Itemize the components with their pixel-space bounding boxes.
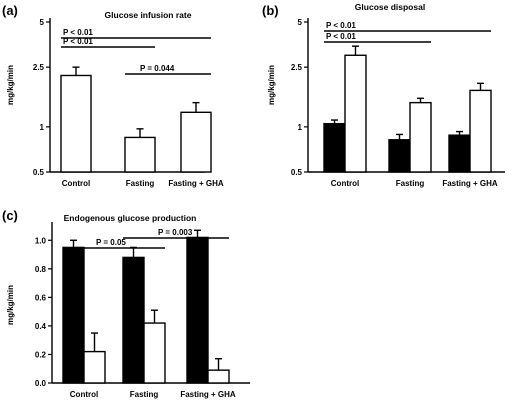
y-tick-label: 0.4 [35, 322, 47, 331]
bar [186, 236, 209, 384]
significance-label: P = 0.044 [140, 64, 175, 73]
panel-a: (a) Glucose infusion rate mg/kg/min 0.5 1… [2, 3, 224, 188]
x-tick-label: Control [62, 179, 90, 188]
x-tick-label: Fasting + GHA [168, 179, 224, 188]
panel-letter: (a) [2, 3, 18, 18]
bar [83, 350, 106, 384]
y-axis-label: mg/kg/min [267, 65, 276, 105]
bar [62, 246, 85, 384]
x-tick-label: Fasting [126, 179, 155, 188]
significance-label: P < 0.01 [326, 32, 356, 41]
significance-label: P = 0.05 [96, 238, 126, 247]
y-tick-label: 1 [298, 123, 303, 132]
panel-letter: (b) [262, 3, 279, 18]
y-tick-label: 1.0 [35, 236, 47, 245]
chart-title: Glucose disposal [355, 2, 425, 12]
x-tick-label: Fasting [130, 390, 159, 399]
y-tick-label: 2.5 [33, 63, 45, 72]
x-tick-label: Control [70, 390, 98, 399]
x-tick-label: Fasting + GHA [442, 179, 498, 188]
panel-c: (c) Endogenous glucose production mg/kg/… [2, 208, 250, 399]
bar [143, 322, 166, 384]
chart-title: Glucose infusion rate [105, 10, 192, 20]
bar [388, 139, 411, 173]
bar [448, 134, 471, 173]
y-tick-label: 0.0 [35, 379, 47, 388]
bar [124, 136, 156, 173]
bar [180, 111, 212, 173]
bar [469, 89, 492, 173]
bar [344, 54, 367, 173]
significance-label: P < 0.01 [326, 21, 356, 30]
y-axis-label: mg/kg/min [6, 285, 15, 325]
y-tick-label: 0.5 [33, 168, 45, 177]
bar [207, 369, 230, 384]
bar [60, 74, 92, 173]
x-tick-label: Fasting + GHA [180, 390, 236, 399]
x-tick-label: Fasting [396, 179, 425, 188]
panel-letter: (c) [2, 208, 18, 223]
y-tick-label: 1 [40, 123, 45, 132]
bar [409, 101, 432, 173]
significance-label: P < 0.01 [63, 28, 93, 37]
significance-label: P < 0.01 [63, 37, 93, 46]
chart-title: Endogenous glucose production [64, 213, 197, 223]
y-tick-label: 5 [298, 18, 303, 27]
significance-label: P = 0.003 [158, 228, 193, 237]
bar [122, 256, 145, 384]
x-tick-label: Control [331, 179, 359, 188]
bar [323, 122, 346, 173]
y-tick-label: 0.8 [35, 265, 47, 274]
y-axis-label: mg/kg/min [6, 65, 15, 105]
y-tick-label: 0.6 [35, 293, 47, 302]
y-tick-label: 2.5 [291, 63, 303, 72]
y-tick-label: 0.5 [291, 168, 303, 177]
y-tick-label: 0.2 [35, 350, 47, 359]
y-tick-label: 5 [40, 18, 45, 27]
panel-b: (b) Glucose disposal mg/kg/min 0.5 1 2.5 5 C… [262, 2, 505, 188]
